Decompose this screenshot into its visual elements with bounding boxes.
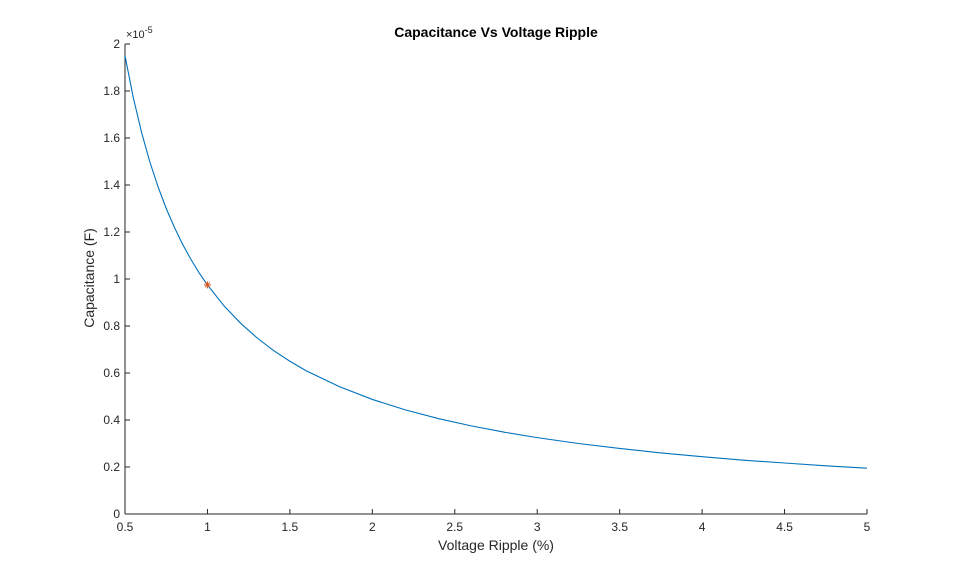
- x-tick-label: 3.5: [611, 520, 628, 534]
- operating-point-marker: [203, 281, 211, 289]
- x-tick-label: 2.5: [446, 520, 463, 534]
- y-tick-label: 0.8: [103, 319, 120, 333]
- y-tick-label: 0.4: [103, 413, 120, 427]
- y-axis-exponent: ×10-5: [126, 25, 153, 41]
- y-tick-label: 2: [113, 37, 120, 51]
- x-tick-label: 1: [204, 520, 211, 534]
- y-tick-label: 1.2: [103, 225, 120, 239]
- x-tick-label: 3: [534, 520, 541, 534]
- y-axis-label: Capacitance (F): [81, 228, 97, 328]
- x-tick-label: 4.5: [776, 520, 793, 534]
- y-axis-exponent-base: ×10: [126, 29, 145, 41]
- x-tick-label: 0.5: [117, 520, 134, 534]
- y-axis-exponent-power: -5: [145, 25, 153, 35]
- y-tick-label: 1.4: [103, 178, 120, 192]
- chart-title: Capacitance Vs Voltage Ripple: [394, 24, 598, 40]
- y-tick-label: 1.8: [103, 84, 120, 98]
- x-tick-label: 1.5: [282, 520, 299, 534]
- y-tick-label: 1: [113, 272, 120, 286]
- x-axis-label: Voltage Ripple (%): [438, 537, 554, 553]
- y-tick-label: 0.6: [103, 366, 120, 380]
- x-tick-label: 4: [699, 520, 706, 534]
- y-tick-label: 0: [113, 507, 120, 521]
- y-tick-label: 0.2: [103, 460, 120, 474]
- capacitance-curve: [124, 55, 868, 469]
- y-tick-label: 1.6: [103, 131, 120, 145]
- x-tick-label: 2: [369, 520, 376, 534]
- x-tick-label: 5: [864, 520, 871, 534]
- plot-area: 0.5 1 1.5 2 2.5 3 3.5 4 4.5 5 0 0.2 0.4 0.6 0.8 1 1.2 1.4…: [103, 37, 870, 534]
- marker-stroke: [204, 282, 211, 288]
